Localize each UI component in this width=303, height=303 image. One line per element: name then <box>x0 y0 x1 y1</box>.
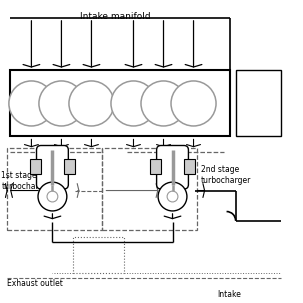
Text: turbocharger: turbocharger <box>201 175 251 185</box>
Text: Intake: Intake <box>218 290 241 298</box>
Text: 2nd stage: 2nd stage <box>201 165 239 174</box>
Bar <box>73 237 125 273</box>
Circle shape <box>111 81 156 126</box>
Circle shape <box>38 182 67 211</box>
Bar <box>10 70 230 136</box>
Text: Exhaust outlet: Exhaust outlet <box>7 279 63 288</box>
Circle shape <box>158 182 187 211</box>
Text: turbocharger: turbocharger <box>2 181 52 191</box>
Bar <box>7 148 102 230</box>
Bar <box>235 70 281 136</box>
Circle shape <box>69 81 114 126</box>
Bar <box>184 159 195 174</box>
Circle shape <box>171 81 216 126</box>
Bar <box>150 159 161 174</box>
Circle shape <box>47 191 58 202</box>
Circle shape <box>9 81 54 126</box>
FancyBboxPatch shape <box>37 145 68 189</box>
Circle shape <box>141 81 186 126</box>
Circle shape <box>39 81 84 126</box>
Bar <box>102 148 197 230</box>
Text: Exhaust: Exhaust <box>241 92 275 101</box>
Bar <box>64 159 75 174</box>
Bar <box>30 159 41 174</box>
Text: 1st stage: 1st stage <box>2 171 37 180</box>
FancyBboxPatch shape <box>157 145 188 189</box>
Circle shape <box>167 191 178 202</box>
Text: Intake manifold: Intake manifold <box>80 12 151 21</box>
